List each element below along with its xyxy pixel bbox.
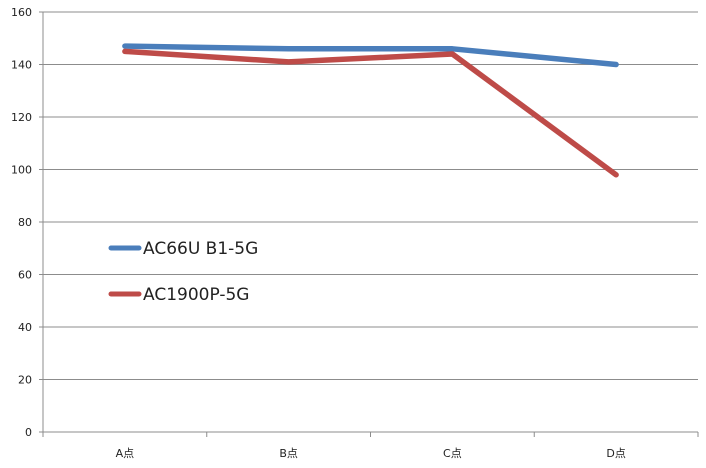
y-tick-label: 20 <box>18 374 32 387</box>
x-tick-label: D点 <box>606 447 625 460</box>
series-lines <box>122 43 619 178</box>
x-tick-label: C点 <box>443 447 462 460</box>
grid-lines <box>43 11 698 380</box>
y-axis-ticks: 0 20 40 60 80 100 120 140 160 <box>11 6 43 439</box>
y-tick-label: 120 <box>11 111 32 124</box>
legend-label-0: AC66U B1-5G <box>143 239 258 259</box>
series-line-1 <box>122 48 619 178</box>
series-line-0 <box>122 43 619 68</box>
y-tick-label: 160 <box>11 6 32 19</box>
y-tick-label: 100 <box>11 164 32 177</box>
x-tick-label: B点 <box>279 447 298 460</box>
y-tick-label: 0 <box>25 426 32 439</box>
x-axis-ticks: A点 B点 C点 D点 <box>42 432 699 460</box>
y-tick-label: 140 <box>11 59 32 72</box>
y-tick-label: 80 <box>18 216 32 229</box>
legend: AC66U B1-5G AC1900P-5G <box>108 239 258 305</box>
legend-label-1: AC1900P-5G <box>143 285 249 305</box>
y-tick-label: 60 <box>18 269 32 282</box>
y-tick-label: 40 <box>18 321 32 334</box>
x-tick-label: A点 <box>116 447 135 460</box>
